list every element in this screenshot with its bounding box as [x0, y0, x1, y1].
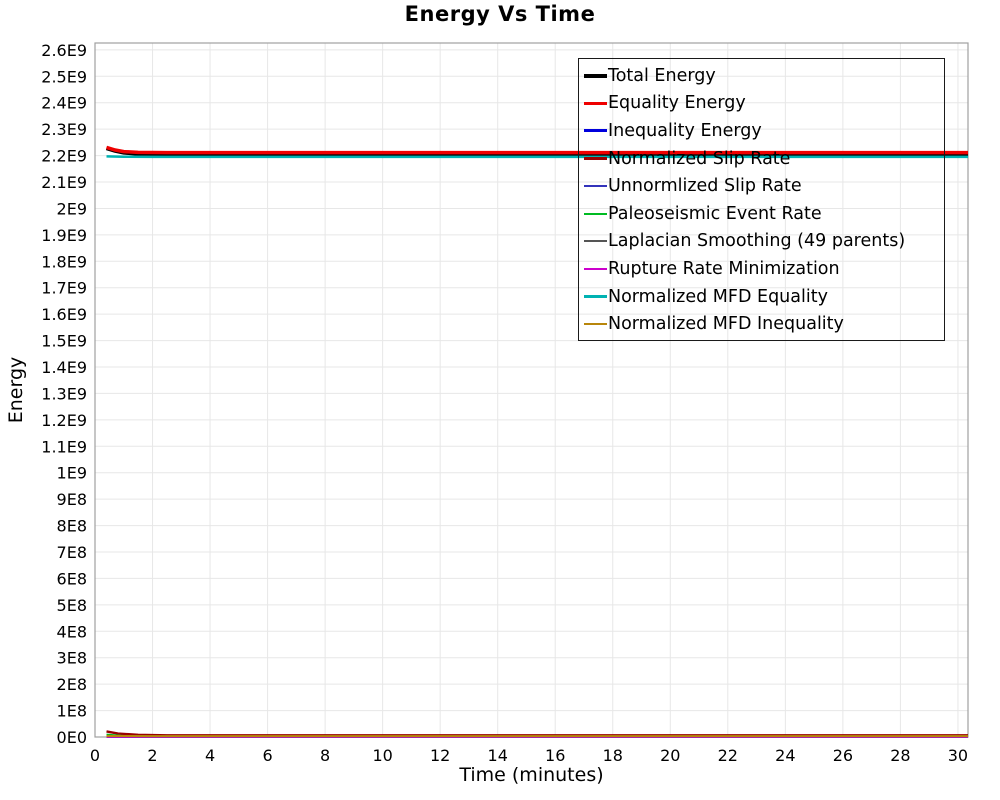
legend-item: Inequality Energy — [584, 117, 944, 145]
y-tick-label: 3E8 — [57, 649, 87, 668]
y-tick-label: 1.8E9 — [41, 252, 87, 271]
y-tick-label: 2.1E9 — [41, 173, 87, 192]
legend: Total Energy Equality Energy Inequality En… — [578, 58, 945, 341]
y-tick-label: 7E8 — [57, 543, 87, 562]
x-tick-label: 2 — [147, 746, 157, 765]
series-line — [105, 145, 968, 155]
legend-label: Normalized MFD Inequality — [608, 314, 844, 335]
legend-item: Paleoseismic Event Rate — [584, 200, 944, 228]
legend-label: Rupture Rate Minimization — [608, 258, 840, 279]
y-tick-label: 2.3E9 — [41, 120, 87, 139]
legend-swatch — [584, 129, 607, 133]
legend-item: Normalized MFD Inequality — [584, 310, 944, 338]
series-line — [106, 155, 968, 159]
y-tick-label: 1.6E9 — [41, 305, 87, 324]
y-axis-label: Energy — [5, 356, 27, 424]
legend-label: Equality Energy — [608, 93, 746, 114]
legend-swatch — [584, 267, 607, 270]
chart-title: Energy Vs Time — [404, 2, 596, 26]
y-tick-label: 2E8 — [57, 675, 87, 694]
y-tick-label: 8E8 — [57, 517, 87, 536]
legend-label: Total Energy — [608, 65, 716, 86]
y-tick-label: 4E8 — [57, 622, 87, 641]
legend-label: Inequality Energy — [608, 120, 762, 141]
y-tick-label: 1.5E9 — [41, 332, 87, 351]
y-tick-label: 1.2E9 — [41, 411, 87, 430]
x-tick-label: 8 — [320, 746, 330, 765]
legend-item: Normalized Slip Rate — [584, 145, 944, 173]
legend-item: Equality Energy — [584, 90, 944, 118]
legend-item: Laplacian Smoothing (49 parents) — [584, 228, 944, 256]
legend-label: Normalized Slip Rate — [608, 148, 791, 169]
x-tick-label: 6 — [262, 746, 272, 765]
y-tick-label: 1E9 — [57, 464, 87, 483]
x-tick-label: 20 — [660, 746, 680, 765]
x-tick-label: 22 — [718, 746, 738, 765]
y-tick-label: 2.4E9 — [41, 94, 87, 113]
x-tick-label: 0 — [90, 746, 100, 765]
legend-swatch — [584, 157, 607, 161]
legend-label: Unnormlized Slip Rate — [608, 176, 802, 197]
x-tick-label: 12 — [430, 746, 450, 765]
y-tick-label: 2.2E9 — [41, 147, 87, 166]
legend-swatch — [584, 73, 607, 78]
x-axis-label: Time (minutes) — [459, 764, 604, 786]
x-tick-label: 4 — [205, 746, 215, 765]
legend-item: Normalized MFD Equality — [584, 283, 944, 311]
legend-label: Paleoseismic Event Rate — [608, 203, 822, 224]
y-tick-label: 1.3E9 — [41, 384, 87, 403]
y-tick-label: 1.1E9 — [41, 437, 87, 456]
y-tick-label: 1E8 — [57, 702, 87, 721]
x-tick-label: 26 — [833, 746, 853, 765]
legend-swatch — [584, 212, 607, 215]
y-tick-label: 1.7E9 — [41, 279, 87, 298]
x-tick-label: 14 — [488, 746, 508, 765]
x-tick-label: 18 — [603, 746, 623, 765]
y-tick-label: 2E9 — [57, 199, 87, 218]
legend-swatch — [584, 322, 607, 326]
legend-label: Laplacian Smoothing (49 parents) — [608, 231, 906, 252]
x-tick-label: 10 — [372, 746, 392, 765]
x-tick-label: 16 — [545, 746, 565, 765]
legend-item: Unnormlized Slip Rate — [584, 172, 944, 200]
legend-label: Normalized MFD Equality — [608, 286, 828, 307]
y-tick-label: 2.5E9 — [41, 67, 87, 86]
x-tick-label: 28 — [890, 746, 910, 765]
legend-swatch — [584, 185, 607, 188]
legend-item: Rupture Rate Minimization — [584, 255, 944, 283]
legend-swatch — [584, 101, 607, 106]
y-tick-label: 1.4E9 — [41, 358, 87, 377]
legend-item: Total Energy — [584, 62, 944, 90]
x-tick-label: 30 — [948, 746, 968, 765]
y-tick-label: 6E8 — [57, 569, 87, 588]
legend-swatch — [584, 240, 607, 243]
y-tick-label: 9E8 — [57, 490, 87, 509]
y-tick-label: 1.9E9 — [41, 226, 87, 245]
x-tick-label: 24 — [775, 746, 795, 765]
y-tick-label: 5E8 — [57, 596, 87, 615]
legend-swatch — [584, 295, 607, 298]
series-line — [106, 730, 968, 737]
y-tick-label: 2.6E9 — [41, 41, 87, 60]
y-tick-label: 0E0 — [57, 728, 87, 747]
